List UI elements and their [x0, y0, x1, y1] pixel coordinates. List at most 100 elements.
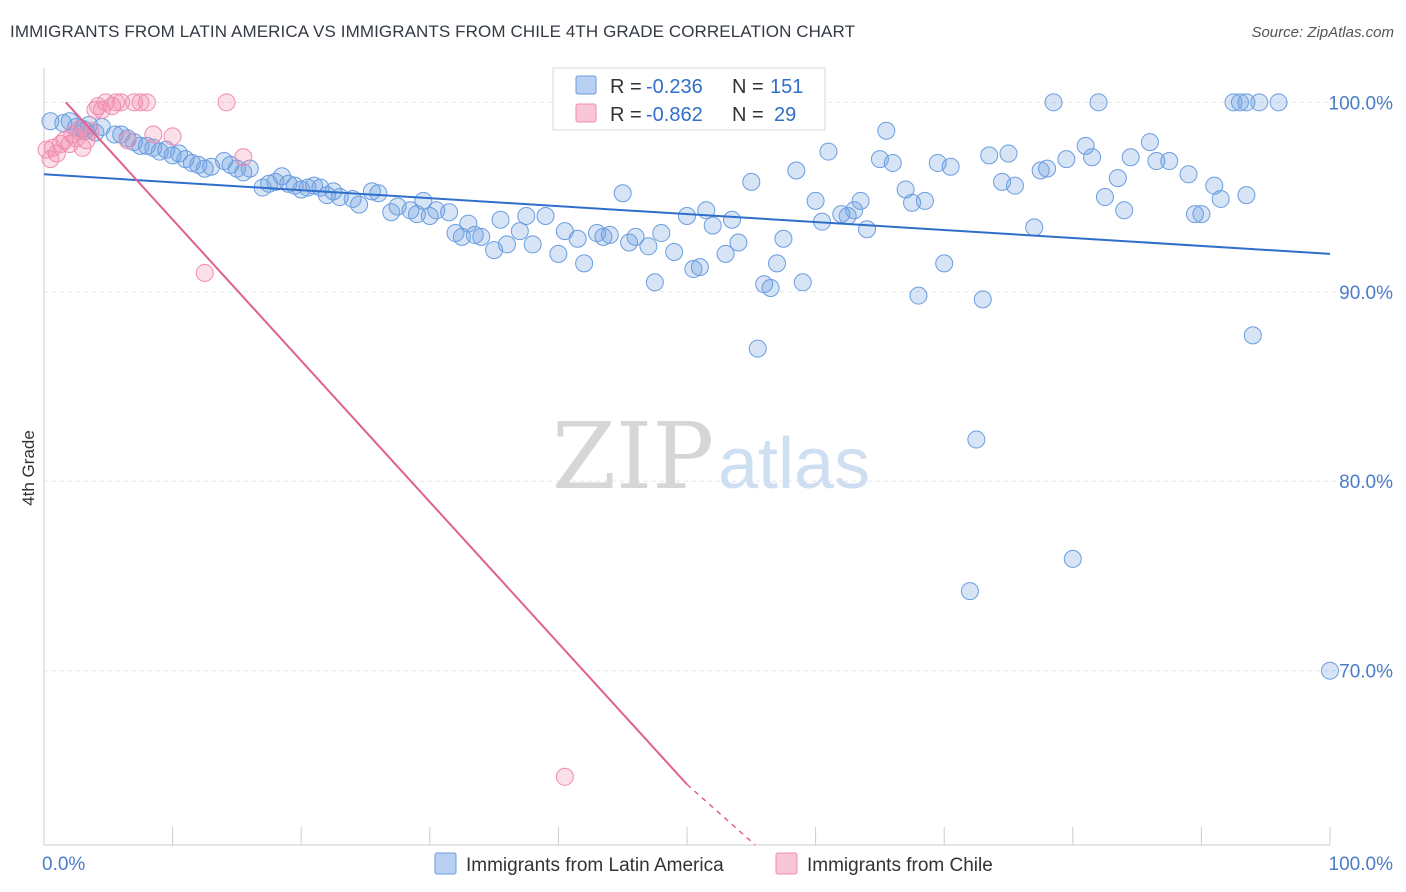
- point-latin-america-146: [1230, 93, 1249, 112]
- point-latin-america-106: [877, 121, 896, 140]
- point-latin-america-104: [858, 220, 877, 239]
- point-latin-america-116: [967, 430, 986, 449]
- point-latin-america-81: [678, 206, 696, 225]
- point-latin-america-134: [1121, 148, 1140, 167]
- point-latin-america-97: [806, 191, 825, 210]
- trend-line-latin-america: [43, 173, 1331, 255]
- point-latin-america-73: [600, 225, 619, 244]
- point-latin-america-29: [240, 159, 259, 178]
- point-latin-america-92: [761, 278, 780, 297]
- point-latin-america-114: [941, 157, 960, 176]
- watermark-atlas: atlas: [718, 424, 870, 504]
- point-latin-america-64: [517, 206, 536, 225]
- chart-title: IMMIGRANTS FROM LATIN AMERICA VS IMMIGRA…: [10, 22, 856, 41]
- stats-n-value-2: 29: [774, 104, 796, 126]
- legend: Immigrants from Latin America Immigrants…: [434, 852, 993, 876]
- stats-box: R = -0.236 N = 151 R = -0.862 N = 29: [552, 67, 826, 131]
- point-latin-america-139: [1185, 205, 1204, 224]
- point-latin-america-46: [369, 184, 388, 203]
- x-tick-label-1: 100.0%: [1329, 854, 1394, 875]
- point-latin-america-65: [523, 235, 542, 254]
- point-latin-america-127: [1063, 549, 1082, 568]
- point-chile-26: [195, 263, 214, 282]
- point-latin-america-87: [723, 210, 742, 229]
- point-latin-america-23: [195, 159, 214, 178]
- series-chile-points: [37, 93, 574, 786]
- point-latin-america-143: [1237, 186, 1256, 205]
- point-latin-america-122: [1025, 218, 1044, 237]
- stats-swatch-chile: [575, 103, 597, 123]
- point-latin-america-89: [742, 172, 761, 191]
- point-chile-27: [217, 93, 236, 112]
- point-latin-america-33: [272, 167, 291, 186]
- point-latin-america-108: [896, 180, 915, 199]
- point-latin-america-118: [980, 146, 999, 165]
- point-latin-america-54: [440, 203, 459, 222]
- point-latin-america-148: [1250, 93, 1269, 112]
- stats-r-label-1: R =: [610, 76, 642, 98]
- point-chile-18: [107, 93, 126, 112]
- point-latin-america-135: [1140, 133, 1159, 152]
- point-latin-america-61: [491, 210, 510, 229]
- point-latin-america-66: [536, 206, 555, 225]
- point-latin-america-142: [1211, 189, 1230, 208]
- point-chile-24: [144, 125, 163, 144]
- stats-r-value-1: -0.236: [646, 76, 703, 98]
- point-latin-america-110: [909, 286, 928, 305]
- point-latin-america-96: [793, 273, 812, 292]
- legend-swatch-latin-america: [434, 852, 457, 875]
- point-latin-america-128: [1076, 136, 1095, 155]
- point-latin-america-88: [729, 233, 748, 252]
- point-latin-america-70: [575, 254, 594, 273]
- point-latin-america-124: [1038, 159, 1057, 178]
- point-chile-25: [163, 127, 182, 146]
- point-latin-america-102: [845, 201, 864, 220]
- point-latin-america-44: [350, 195, 369, 214]
- y-tick-label-3: 70.0%: [1339, 662, 1393, 683]
- point-chile-29: [555, 767, 574, 786]
- point-chile-22: [131, 93, 150, 112]
- trend-line-chile-extension: [686, 783, 756, 846]
- y-tick-label-2: 80.0%: [1339, 472, 1393, 493]
- stats-n-label-1: N =: [732, 76, 764, 98]
- y-tick-label-1: 90.0%: [1339, 283, 1393, 304]
- x-tick-label-0: 0.0%: [42, 854, 85, 875]
- legend-label-chile: Immigrants from Chile: [807, 855, 993, 876]
- point-chile-11: [77, 131, 96, 150]
- point-latin-america-138: [1179, 165, 1198, 184]
- point-latin-america-130: [1089, 93, 1108, 112]
- point-latin-america-93: [768, 254, 787, 273]
- point-latin-america-117: [973, 290, 992, 309]
- point-chile-20: [118, 131, 137, 150]
- stats-r-label-2: R =: [610, 104, 642, 126]
- point-chile-3: [47, 144, 66, 163]
- point-latin-america-85: [703, 216, 722, 235]
- stats-n-value-1: 151: [770, 76, 803, 98]
- y-axis-label: 4th Grade: [19, 430, 38, 506]
- point-latin-america-125: [1044, 93, 1063, 112]
- point-latin-america-145: [1224, 93, 1243, 112]
- point-latin-america-131: [1095, 188, 1114, 207]
- point-latin-america-78: [645, 273, 664, 292]
- point-latin-america-59: [472, 227, 491, 246]
- point-latin-america-77: [639, 237, 658, 256]
- axes: [43, 68, 1331, 846]
- point-latin-america-80: [665, 242, 684, 261]
- watermark-zip: ZIP: [552, 403, 714, 510]
- series-latin-america-points: [41, 93, 1339, 680]
- point-latin-america-62: [497, 235, 516, 254]
- point-latin-america-99: [819, 142, 838, 161]
- point-latin-america-126: [1057, 150, 1076, 169]
- source-credit: Source: ZipAtlas.com: [1251, 24, 1394, 41]
- point-latin-america-94: [774, 229, 793, 248]
- point-latin-america-132: [1108, 169, 1127, 188]
- point-latin-america-147: [1237, 93, 1256, 112]
- point-latin-america-67: [549, 244, 568, 263]
- point-latin-america-149: [1269, 93, 1288, 112]
- point-latin-america-111: [915, 191, 934, 210]
- trend-lines: [43, 101, 1331, 846]
- point-latin-america-137: [1160, 152, 1179, 171]
- point-latin-america-63: [510, 222, 529, 241]
- stats-swatch-latin-america: [575, 75, 597, 95]
- legend-label-latin-america: Immigrants from Latin America: [466, 855, 724, 876]
